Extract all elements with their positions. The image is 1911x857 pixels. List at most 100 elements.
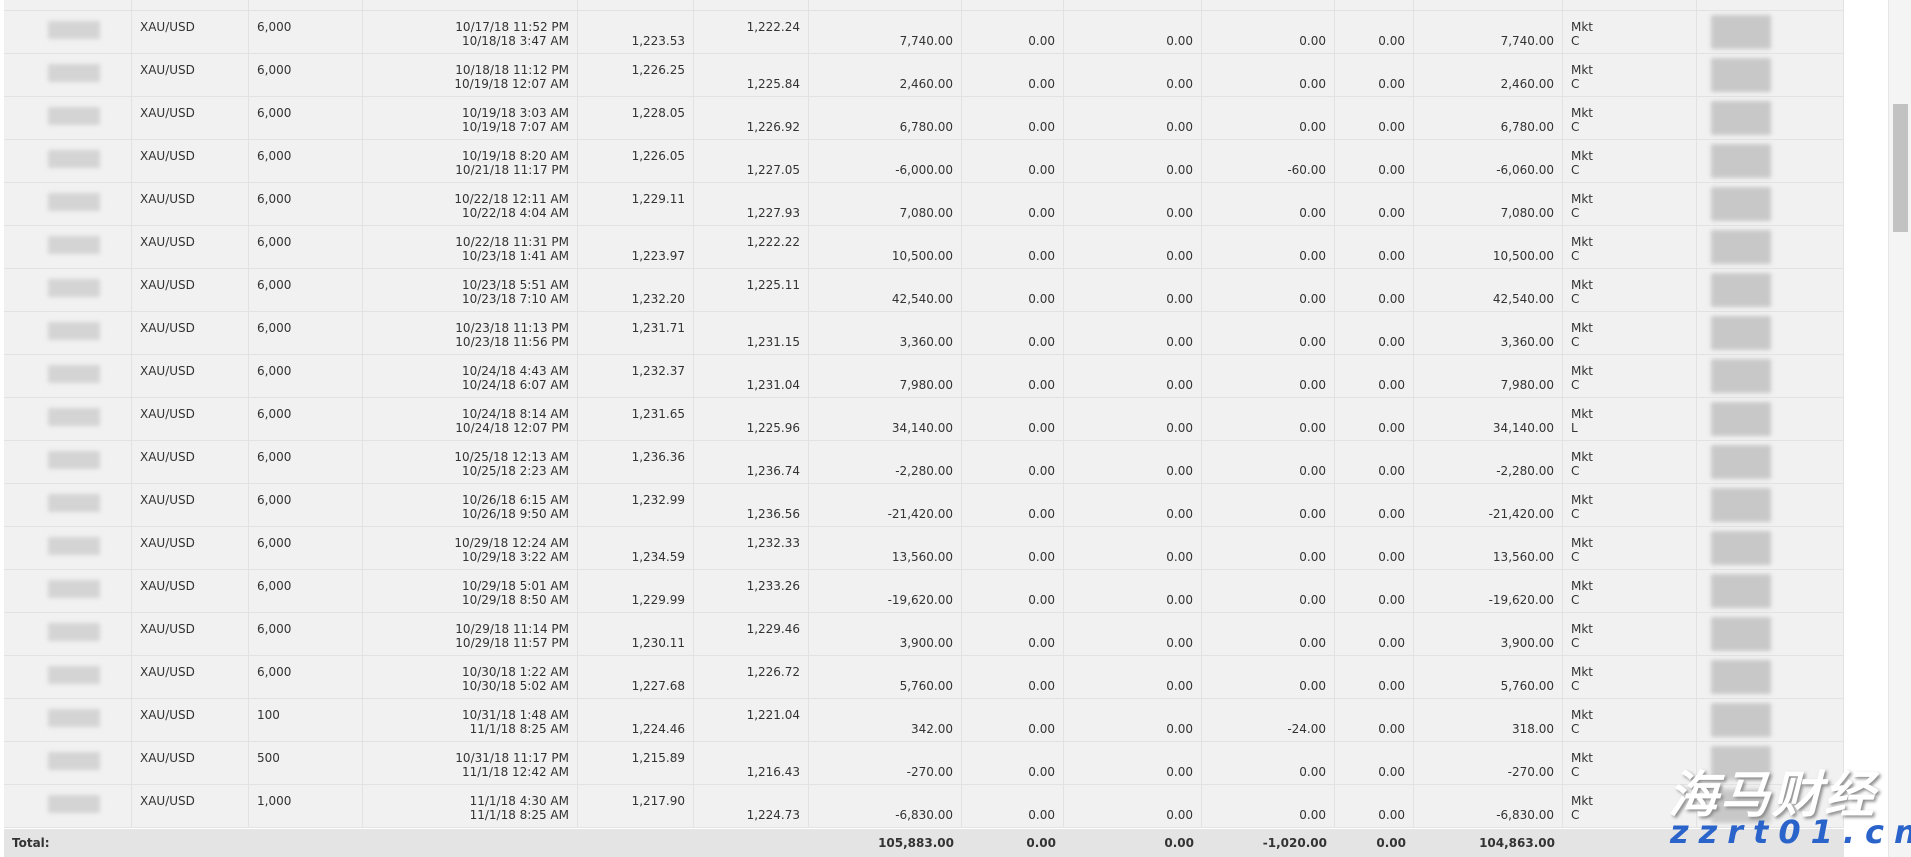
redacted-reference — [1711, 316, 1771, 350]
cell-c4: 0.00 — [1335, 54, 1414, 96]
cell-account — [4, 742, 132, 784]
table-row[interactable]: XAU/USD 6,000 10/29/18 5:01 AM 10/29/18 8:5… — [4, 570, 1844, 613]
cell-account — [4, 355, 132, 397]
table-row[interactable]: XAU/USD 1,000 11/1/18 4:30 AM 11/1/18 8:25 … — [4, 785, 1844, 828]
table-row[interactable]: XAU/USD 6,000 10/29/18 12:24 AM 10/29/18 3:… — [4, 527, 1844, 570]
cell-ref — [1697, 355, 1844, 397]
close-time: 10/24/18 6:07 AM — [461, 378, 569, 392]
quantity: 6,000 — [257, 407, 292, 421]
cell-qty: 6,000 — [249, 398, 363, 440]
cell-c2: 0.00 — [1064, 484, 1202, 526]
amount-c1: 0.00 — [1028, 765, 1055, 779]
table-row[interactable]: XAU/USD 6,000 10/17/18 11:52 PM 10/18/18 3:… — [4, 11, 1844, 54]
redacted-reference — [1711, 531, 1771, 565]
redacted-account — [48, 537, 100, 555]
cell-type: Mkt C — [1563, 656, 1697, 698]
amount-c4: 0.00 — [1378, 765, 1405, 779]
cell-symbol: XAU/USD — [132, 699, 249, 741]
cell-account — [4, 97, 132, 139]
close-time: 10/23/18 7:10 AM — [461, 292, 569, 306]
cell-price-a: 1,231.65 — [578, 398, 694, 440]
cell-type: Mkt C — [1563, 11, 1697, 53]
vertical-scrollbar[interactable] — [1888, 0, 1911, 857]
quantity: 6,000 — [257, 106, 292, 120]
table-row[interactable]: XAU/USD 6,000 10/26/18 6:15 AM 10/26/18 9:5… — [4, 484, 1844, 527]
cell-ref — [1697, 742, 1844, 784]
cell-c4: 0.00 — [1335, 226, 1414, 268]
table-row[interactable]: XAU/USD 6,000 10/24/18 4:43 AM 10/24/18 6:0… — [4, 355, 1844, 398]
cell-type: Mkt C — [1563, 312, 1697, 354]
cell-price-a: 1,223.53 — [578, 11, 694, 53]
table-row[interactable]: XAU/USD 100 10/31/18 1:48 AM 11/1/18 8:25 A… — [4, 699, 1844, 742]
open-time: 10/25/18 12:13 AM — [454, 450, 569, 464]
amount-c3: 0.00 — [1299, 765, 1326, 779]
amount-c2: 0.00 — [1166, 163, 1193, 177]
table-row[interactable]: XAU/USD 6,000 10/24/18 8:14 AM 10/24/18 12:… — [4, 398, 1844, 441]
amount-net: 13,560.00 — [1492, 550, 1554, 564]
table-row[interactable]: XAU/USD 6,000 10/22/18 12:11 AM 10/22/18 4:… — [4, 183, 1844, 226]
table-row[interactable]: XAU/USD 6,000 10/23/18 5:51 AM 10/23/18 7:1… — [4, 269, 1844, 312]
cell-c4: 0.00 — [1335, 441, 1414, 483]
order-type: Mkt — [1571, 493, 1594, 507]
price: 1,222.24 — [746, 20, 800, 34]
table-row[interactable]: XAU/USD 6,000 10/19/18 3:03 AM 10/19/18 7:0… — [4, 97, 1844, 140]
order-flag: L — [1571, 421, 1578, 435]
cell-ref — [1697, 441, 1844, 483]
symbol: XAU/USD — [140, 665, 195, 679]
scrollbar-thumb[interactable] — [1893, 104, 1908, 232]
cell-c4: 0.00 — [1335, 183, 1414, 225]
amount-c4: 0.00 — [1378, 163, 1405, 177]
cell-c4: 0.00 — [1335, 398, 1414, 440]
table-row[interactable]: XAU/USD 500 10/31/18 11:17 PM 11/1/18 12:42… — [4, 742, 1844, 785]
cell-c1: 0.00 — [962, 785, 1064, 827]
order-flag: C — [1571, 593, 1580, 607]
amount-pl: 2,460.00 — [899, 77, 953, 91]
cell-c1: 0.00 — [962, 527, 1064, 569]
order-flag: C — [1571, 249, 1580, 263]
cell-c3: 0.00 — [1202, 54, 1335, 96]
order-flag: C — [1571, 765, 1580, 779]
redacted-account — [48, 322, 100, 340]
cell-c3: 0.00 — [1202, 312, 1335, 354]
table-row[interactable]: XAU/USD 6,000 10/18/18 11:12 PM 10/19/18 12… — [4, 54, 1844, 97]
cell-qty: 6,000 — [249, 97, 363, 139]
cell-time: 10/22/18 11:31 PM 10/23/18 1:41 AM — [363, 226, 578, 268]
cell-price-b: 1,232.33 — [694, 527, 809, 569]
cell-pl: 13,560.00 — [809, 527, 962, 569]
amount-c4: 0.00 — [1378, 722, 1405, 736]
table-row[interactable]: XAU/USD 6,000 10/22/18 11:31 PM 10/23/18 1:… — [4, 226, 1844, 269]
close-time: 10/18/18 3:47 AM — [461, 34, 569, 48]
cell-type: Mkt C — [1563, 97, 1697, 139]
order-type: Mkt — [1571, 106, 1594, 120]
table-row[interactable]: XAU/USD 6,000 10/23/18 11:13 PM 10/23/18 11… — [4, 312, 1844, 355]
open-time: 10/29/18 11:14 PM — [455, 622, 569, 636]
amount-c4: 0.00 — [1378, 507, 1405, 521]
cell-price-b: 1,236.56 — [694, 484, 809, 526]
table-row[interactable]: XAU/USD 6,000 10/29/18 11:14 PM 10/29/18 11… — [4, 613, 1844, 656]
cell-c1: 0.00 — [962, 269, 1064, 311]
amount-c4: 0.00 — [1378, 120, 1405, 134]
cell-type: Mkt C — [1563, 699, 1697, 741]
cell-c3: 0.00 — [1202, 613, 1335, 655]
open-time: 10/29/18 12:24 AM — [454, 536, 569, 550]
order-flag: C — [1571, 34, 1580, 48]
table-row[interactable]: XAU/USD 6,000 10/30/18 1:22 AM 10/30/18 5:0… — [4, 656, 1844, 699]
table-row[interactable]: XAU/USD 6,000 10/19/18 8:20 AM 10/21/18 11:… — [4, 140, 1844, 183]
cell-price-a: 1,232.99 — [578, 484, 694, 526]
amount-c4: 0.00 — [1378, 292, 1405, 306]
cell-c4 — [1335, 0, 1414, 10]
cell-net: 318.00 — [1414, 699, 1563, 741]
amount-c2: 0.00 — [1166, 636, 1193, 650]
order-flag: C — [1571, 507, 1580, 521]
table-row[interactable]: XAU/USD 6,000 10/25/18 12:13 AM 10/25/18 2:… — [4, 441, 1844, 484]
order-type: Mkt — [1571, 278, 1594, 292]
order-type: Mkt — [1571, 536, 1594, 550]
cell-ref — [1697, 183, 1844, 225]
cell-symbol: XAU/USD — [132, 742, 249, 784]
cell-price-a: 1,229.11 — [578, 183, 694, 225]
amount-net: -6,060.00 — [1496, 163, 1554, 177]
open-time: 10/30/18 1:22 AM — [461, 665, 569, 679]
cell-c3: 0.00 — [1202, 183, 1335, 225]
cell-c2: 0.00 — [1064, 355, 1202, 397]
amount-c4: 0.00 — [1378, 206, 1405, 220]
